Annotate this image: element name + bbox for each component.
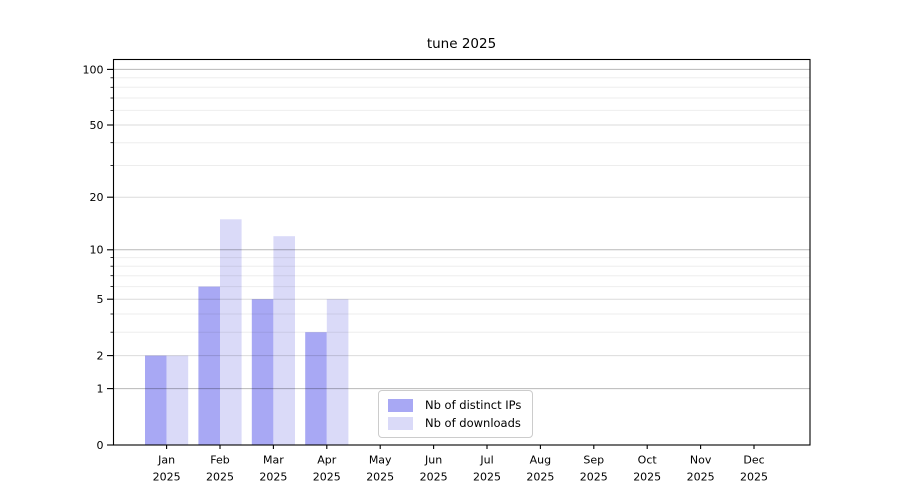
x-tick-label-year: 2025	[687, 471, 715, 484]
x-tick-label-month: Jan	[157, 454, 175, 467]
legend-label-downloads: Nb of downloads	[425, 416, 521, 430]
x-tick-label-month: Oct	[638, 454, 658, 467]
x-tick-label-year: 2025	[526, 471, 554, 484]
x-tick-label-year: 2025	[633, 471, 661, 484]
y-tick-label: 10	[90, 244, 104, 257]
x-tick-label-month: Dec	[743, 454, 764, 467]
y-tick-label: 1	[97, 383, 104, 396]
bar-nb-of-distinct-ips-jan	[145, 355, 167, 445]
y-tick-label: 5	[97, 293, 104, 306]
y-tick-label: 50	[90, 119, 104, 132]
bar-nb-of-downloads-apr	[326, 299, 349, 445]
x-tick-label-year: 2025	[420, 471, 448, 484]
x-tick-label-month: Aug	[530, 454, 551, 467]
legend-swatch-downloads-icon	[388, 416, 413, 430]
bar-nb-of-distinct-ips-apr	[305, 332, 327, 445]
bar-nb-of-distinct-ips-mar	[251, 299, 274, 445]
bar-nb-of-downloads-feb	[220, 219, 242, 445]
x-tick-label-month: Nov	[690, 454, 712, 467]
x-tick-label-month: Feb	[210, 454, 229, 467]
x-tick-label-year: 2025	[206, 471, 234, 484]
x-tick-label-year: 2025	[366, 471, 394, 484]
y-tick-label: 0	[97, 439, 104, 452]
legend-label-distinct-ips: Nb of distinct IPs	[425, 398, 522, 412]
chart-title: tune 2025	[426, 36, 497, 52]
x-tick-label-month: May	[369, 454, 392, 467]
bar-nb-of-downloads-mar	[273, 236, 295, 445]
legend-item-downloads: Nb of downloads	[388, 414, 521, 432]
x-tick-label-year: 2025	[473, 471, 501, 484]
y-tick-label: 20	[90, 191, 104, 204]
bar-nb-of-distinct-ips-feb	[198, 286, 220, 445]
legend: Nb of distinct IPs Nb of downloads	[378, 390, 534, 438]
axes-box	[112, 58, 811, 446]
x-tick-label-year: 2025	[313, 471, 341, 484]
legend-item-distinct-ips: Nb of distinct IPs	[388, 396, 521, 414]
bar-nb-of-downloads-jan	[166, 355, 189, 445]
y-tick-label: 100	[83, 63, 104, 76]
x-tick-label-month: Jun	[424, 454, 442, 467]
x-tick-label-month: Sep	[583, 454, 604, 467]
x-tick-label-year: 2025	[153, 471, 181, 484]
x-tick-label-year: 2025	[740, 471, 768, 484]
x-tick-label-month: Jul	[479, 454, 493, 467]
x-tick-label-month: Mar	[263, 454, 284, 467]
legend-swatch-distinct-ips-icon	[388, 398, 413, 412]
x-tick-label-year: 2025	[580, 471, 608, 484]
x-tick-label-year: 2025	[259, 471, 287, 484]
y-tick-label: 2	[97, 350, 104, 363]
x-tick-label-month: Apr	[317, 454, 337, 467]
